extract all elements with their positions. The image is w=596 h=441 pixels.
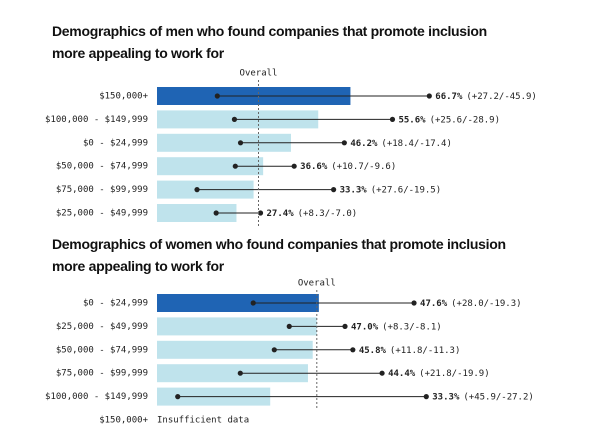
value-label-error: (+27.2/-45.9)	[466, 92, 536, 102]
category-label: $50,000 - $74,999	[56, 345, 148, 355]
value-label: 47.0% (+8.3/-8.1)	[351, 322, 442, 332]
value-label-error: (+18.4/-17.4)	[381, 138, 451, 148]
category-label: $150,000+	[99, 92, 148, 102]
category-label: $100,000 - $149,999	[45, 115, 148, 125]
value-label: 47.6% (+28.0/-19.3)	[420, 299, 522, 309]
category-label: $75,000 - $99,999	[56, 369, 148, 379]
bar	[157, 364, 308, 383]
error-high-dot	[389, 116, 396, 122]
value-label-percent: 55.6%	[398, 115, 426, 125]
value-label-percent: 27.4%	[267, 209, 295, 219]
bar	[157, 340, 313, 359]
chart-title: Demographics of women who found companie…	[52, 236, 506, 274]
chart-title: Demographics of men who found companies …	[52, 23, 487, 61]
value-label: 27.4% (+8.3/-7.0)	[267, 209, 358, 219]
bar	[157, 157, 264, 176]
category-label: $0 - $24,999	[83, 138, 148, 148]
value-label-percent: 47.6%	[420, 299, 448, 309]
error-low-dot	[214, 93, 220, 99]
overall-label: Overall	[240, 69, 278, 79]
value-label: 33.3% (+27.6/-19.5)	[340, 185, 442, 195]
error-high-dot	[341, 140, 347, 146]
value-label: 46.2% (+18.4/-17.4)	[350, 138, 452, 148]
value-label: 45.8% (+11.8/-11.3)	[359, 345, 461, 355]
overall-label: Overall	[298, 279, 336, 289]
value-label: 36.6% (+10.7/-9.6)	[300, 162, 396, 172]
error-low-dot	[271, 347, 277, 353]
value-label-percent: 46.2%	[350, 138, 378, 148]
bar	[157, 317, 317, 336]
error-high-dot	[379, 370, 385, 376]
value-label-error: (+21.8/-19.9)	[419, 369, 489, 379]
value-label-percent: 33.3%	[432, 392, 460, 402]
category-label: $150,000+	[99, 416, 148, 426]
value-label: 44.4% (+21.8/-19.9)	[388, 369, 490, 379]
value-label-error: (+10.7/-9.6)	[331, 162, 396, 172]
error-high-dot	[291, 163, 297, 169]
error-low-dot	[231, 116, 238, 122]
value-label-error: (+8.3/-7.0)	[298, 209, 358, 219]
value-label-percent: 66.7%	[435, 92, 463, 102]
value-label-error: (+11.8/-11.3)	[390, 345, 460, 355]
error-low-dot	[232, 163, 238, 169]
category-label: $100,000 - $149,999	[45, 392, 148, 402]
value-label-error: (+25.6/-28.9)	[430, 115, 500, 125]
value-label: 33.3% (+45.9/-27.2)	[432, 392, 534, 402]
category-label: $0 - $24,999	[83, 299, 148, 309]
note: Insufficient data	[157, 416, 249, 426]
value-label-percent: 44.4%	[388, 369, 416, 379]
error-high-dot	[350, 347, 356, 353]
value-label-error: (+8.3/-8.1)	[382, 322, 442, 332]
value-label-percent: 36.6%	[300, 162, 328, 172]
category-label: $75,000 - $99,999	[56, 185, 148, 195]
error-low-dot	[250, 300, 256, 306]
error-high-dot	[342, 323, 348, 329]
value-label-error: (+28.0/-19.3)	[451, 299, 521, 309]
value-label-error: (+27.6/-19.5)	[371, 185, 441, 195]
error-low-dot	[213, 210, 219, 216]
bar	[157, 133, 291, 152]
error-low-dot	[286, 323, 292, 329]
error-high-dot	[426, 93, 432, 99]
value-label-percent: 45.8%	[359, 345, 387, 355]
error-high-dot	[411, 300, 417, 306]
error-low-dot	[237, 370, 243, 376]
category-label: $25,000 - $49,999	[56, 209, 148, 219]
category-label: $50,000 - $74,999	[56, 162, 148, 172]
bar	[157, 294, 319, 312]
value-label: 66.7% (+27.2/-45.9)	[435, 92, 537, 102]
category-label: $25,000 - $49,999	[56, 322, 148, 332]
error-low-dot	[237, 140, 244, 146]
value-label-error: (+45.9/-27.2)	[463, 392, 533, 402]
value-label-percent: 33.3%	[340, 185, 368, 195]
value-label-percent: 47.0%	[351, 322, 379, 332]
error-low-dot	[194, 187, 200, 193]
error-high-dot	[423, 394, 429, 400]
error-low-dot	[175, 394, 181, 400]
error-high-dot	[257, 210, 264, 216]
bar	[157, 204, 237, 222]
value-label: 55.6% (+25.6/-28.9)	[398, 115, 500, 125]
error-high-dot	[331, 187, 337, 193]
